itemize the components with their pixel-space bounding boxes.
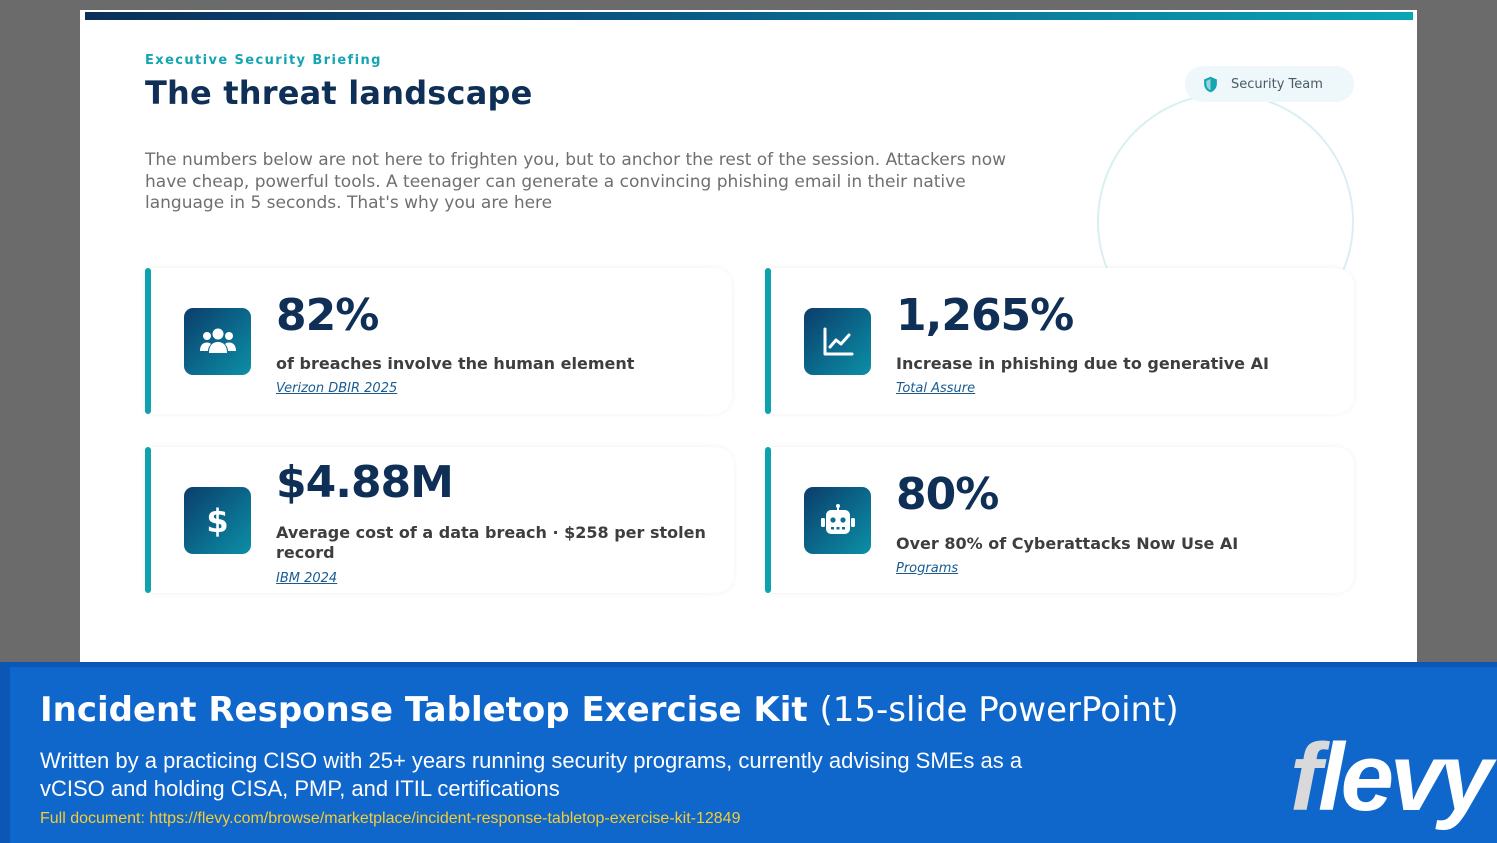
card-accent — [765, 447, 771, 593]
users-icon — [184, 308, 251, 375]
banner-title-main: Incident Response Tabletop Exercise Kit — [40, 690, 808, 730]
shield-icon — [1202, 76, 1219, 93]
stat-source-link[interactable]: Total Assure — [896, 381, 976, 396]
banner-title-subtitle: (15-slide PowerPoint) — [819, 690, 1179, 730]
stat-card-breach-cost: $ $4.88M Average cost of a data breach ·… — [145, 447, 734, 593]
card-accent — [145, 268, 151, 414]
slide-eyebrow: Executive Security Briefing — [145, 53, 382, 68]
slide-top-bar — [85, 12, 1413, 20]
flevy-logo[interactable]: flevy — [1290, 730, 1493, 826]
stat-source-link[interactable]: Programs — [896, 561, 959, 576]
stat-source-link[interactable]: IBM 2024 — [276, 571, 338, 586]
promo-banner-inner — [10, 667, 1497, 843]
stat-card-ai-attacks: 80% Over 80% of Cyberattacks Now Use AI … — [765, 447, 1354, 593]
stat-value: 82% — [276, 290, 379, 341]
banner-description: Written by a practicing CISO with 25+ ye… — [40, 748, 1023, 801]
stat-description: Over 80% of Cyberattacks Now Use AI — [896, 534, 1239, 553]
stat-description: Average cost of a data breach · $258 per… — [276, 523, 706, 562]
line-chart-icon — [804, 308, 871, 375]
flevy-logo-rest: levy — [1317, 724, 1493, 831]
slide: Executive Security Briefing The threat l… — [80, 10, 1417, 662]
stat-description: of breaches involve the human element — [276, 354, 635, 373]
stat-source-link[interactable]: Verizon DBIR 2025 — [276, 381, 398, 396]
promo-banner — [0, 662, 1497, 843]
stat-description: Increase in phishing due to generative A… — [896, 354, 1269, 373]
robot-icon — [804, 487, 871, 554]
stat-card-phishing: 1,265% Increase in phishing due to gener… — [765, 268, 1354, 414]
dollar-icon: $ — [184, 487, 251, 554]
flevy-logo-f: f — [1290, 724, 1322, 831]
stat-card-human-element: 82% of breaches involve the human elemen… — [145, 268, 732, 414]
card-accent — [145, 447, 151, 593]
security-team-label: Security Team — [1231, 76, 1323, 92]
stat-value: 80% — [896, 469, 999, 520]
stat-value: $4.88M — [276, 457, 454, 508]
slide-title: The threat landscape — [145, 74, 533, 112]
security-team-badge: Security Team — [1185, 66, 1354, 102]
card-accent — [765, 268, 771, 414]
banner-title: Incident Response Tabletop Exercise Kit … — [40, 690, 1179, 730]
banner-document-link[interactable]: Full document: https://flevy.com/browse/… — [40, 810, 741, 827]
stat-value: 1,265% — [896, 290, 1074, 341]
slide-intro: The numbers below are not here to fright… — [145, 150, 1007, 213]
